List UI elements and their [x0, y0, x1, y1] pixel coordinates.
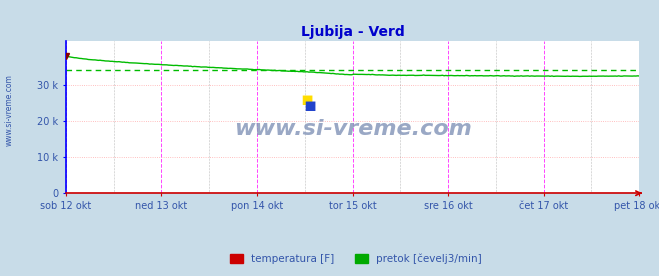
- Text: ▪: ▪: [300, 90, 313, 108]
- Legend: temperatura [F], pretok [čevelj3/min]: temperatura [F], pretok [čevelj3/min]: [226, 249, 486, 268]
- Title: Ljubija - Verd: Ljubija - Verd: [301, 25, 405, 39]
- Text: www.si-vreme.com: www.si-vreme.com: [5, 75, 14, 146]
- Text: www.si-vreme.com: www.si-vreme.com: [234, 120, 471, 139]
- Text: ▪: ▪: [303, 96, 316, 115]
